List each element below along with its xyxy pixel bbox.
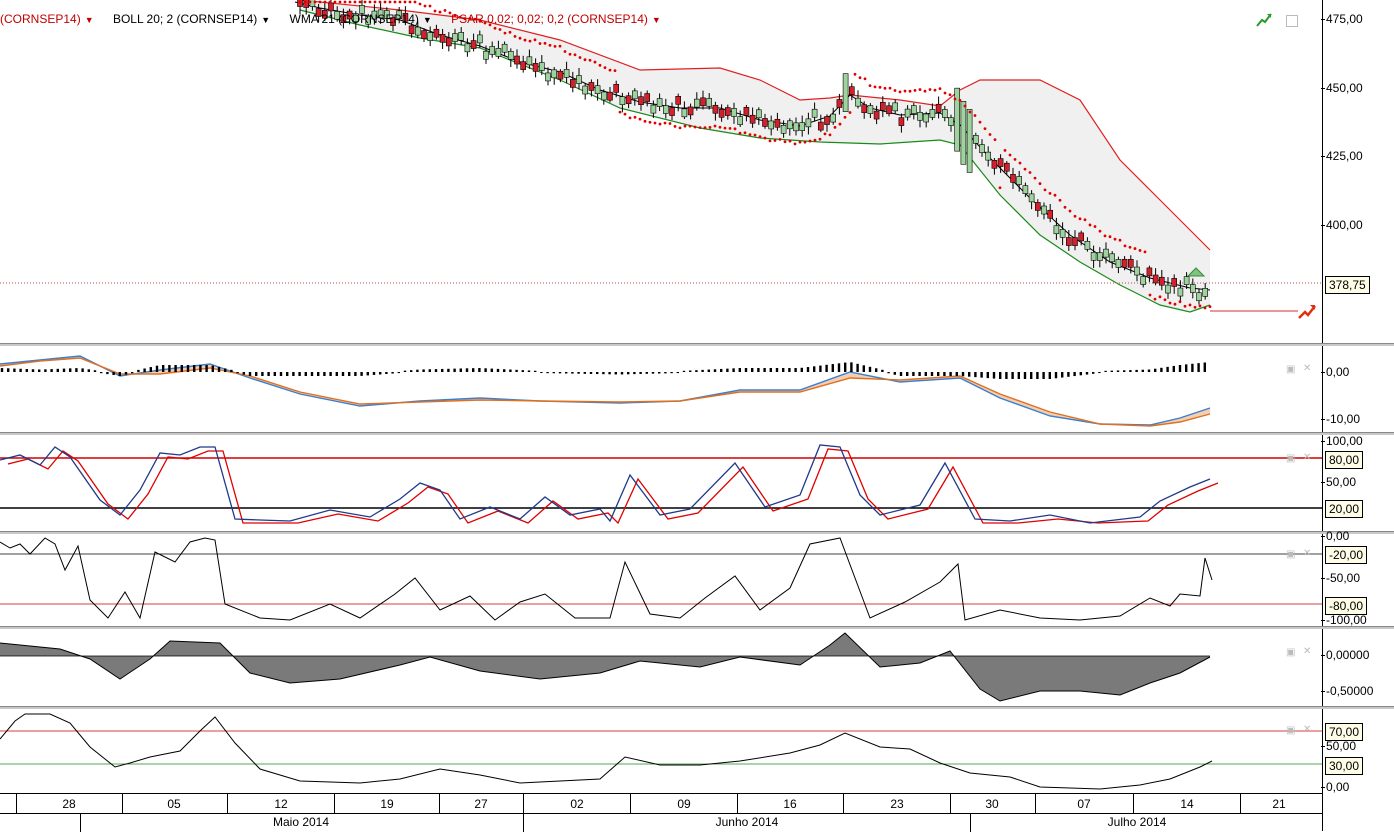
rsi-level-badge: 30,00	[1325, 757, 1364, 775]
alert-icon[interactable]	[1298, 302, 1316, 320]
macd-axis	[1322, 346, 1394, 432]
month-label: Junho 2014	[715, 815, 779, 829]
price-tick: 450,00	[1321, 81, 1363, 95]
pane-divider[interactable]	[0, 432, 1394, 435]
stoch-level-badge: 80,00	[1325, 451, 1364, 469]
date-label: 21	[1272, 797, 1286, 811]
osc-tick: 0,00000	[1320, 648, 1370, 662]
oscillator-axis	[1322, 629, 1394, 706]
month-label: Maio 2014	[272, 815, 330, 829]
date-label: 27	[474, 797, 488, 811]
stoch-tick: 100,00	[1321, 434, 1363, 448]
restore-icon[interactable]: ▣	[1286, 549, 1296, 560]
stochastic-chart	[0, 444, 1322, 525]
stoch-level-badge: 20,00	[1325, 500, 1364, 518]
dropdown-caret-icon[interactable]: ▼	[422, 15, 432, 25]
close-icon[interactable]: ✕	[1303, 452, 1312, 463]
pane-divider[interactable]	[0, 706, 1394, 709]
date-axis: 28 05 12 19 27 02 09 16 23 30 07 14 21	[0, 793, 1322, 814]
price-tick: 425,00	[1321, 149, 1363, 163]
dropdown-caret-icon[interactable]: ▼	[261, 15, 271, 25]
close-icon[interactable]: ✕	[1303, 646, 1312, 657]
williams-tick: -50,00	[1320, 571, 1361, 585]
price-tick: 475,00	[1321, 12, 1363, 26]
oscillator-pane[interactable]: ▣ ✕	[0, 629, 1322, 706]
legend-item-psar[interactable]: PSAR 0,02; 0,02; 0,2 (CORNSEP14) ▼	[451, 12, 661, 26]
williams-level-badge: -20,00	[1325, 546, 1368, 564]
date-label: 12	[274, 797, 288, 811]
legend-item-wma[interactable]: WMA 21 (CORNSEP14) ▼	[289, 12, 432, 26]
close-icon[interactable]: ✕	[1303, 724, 1312, 735]
williams-tick: 0,00	[1320, 529, 1350, 543]
restore-icon[interactable]: ▣	[1286, 364, 1296, 375]
date-label: 05	[167, 797, 181, 811]
legend-item-boll[interactable]: BOLL 20; 2 (CORNSEP14) ▼	[112, 12, 271, 26]
price-chart-pane[interactable]: (CORNSEP14) ▼ BOLL 20; 2 (CORNSEP14) ▼ WMA…	[0, 0, 1322, 343]
rsi-tick: 0,00	[1320, 780, 1350, 794]
williams-chart	[0, 537, 1322, 621]
date-label: 16	[783, 797, 797, 811]
williams-pane[interactable]: ▣ ✕	[0, 534, 1322, 626]
macd-tick: 0,00	[1320, 365, 1350, 379]
chart-legend: (CORNSEP14) ▼ BOLL 20; 2 (CORNSEP14) ▼ WMA…	[0, 12, 677, 28]
month-label: Julho 2014	[1107, 815, 1167, 829]
date-label: 19	[380, 797, 394, 811]
date-label: 09	[677, 797, 691, 811]
last-price-badge: 378,75	[1325, 276, 1370, 294]
axis-corner	[1322, 793, 1394, 831]
restore-icon[interactable]	[1286, 15, 1298, 27]
rsi-level-badge: 70,00	[1325, 723, 1364, 741]
macd-tick: -10,00	[1320, 412, 1361, 426]
pane-divider[interactable]	[0, 531, 1394, 534]
dropdown-caret-icon[interactable]: ▼	[84, 15, 94, 25]
stoch-tick: 50,00	[1320, 475, 1357, 489]
pane-divider[interactable]	[0, 626, 1394, 629]
williams-tick: -100,00	[1321, 613, 1367, 627]
restore-icon[interactable]: ▣	[1286, 725, 1296, 736]
oscillator-chart	[0, 632, 1211, 702]
date-label: 02	[570, 797, 584, 811]
stochastic-pane[interactable]: ▣ ✕	[0, 435, 1322, 531]
price-tick: 400,00	[1321, 218, 1363, 232]
restore-icon[interactable]: ▣	[1286, 453, 1296, 464]
macd-chart	[0, 355, 1211, 427]
close-icon[interactable]: ✕	[1303, 363, 1312, 374]
trend-up-icon[interactable]	[1256, 12, 1272, 28]
rsi-chart	[0, 713, 1322, 790]
rsi-tick: 50,00	[1320, 739, 1357, 753]
close-icon[interactable]: ✕	[1303, 548, 1312, 559]
price-chart	[0, 0, 1322, 313]
macd-pane[interactable]: ▣ ✕	[0, 346, 1322, 432]
legend-item-symbol[interactable]: (CORNSEP14) ▼	[0, 12, 94, 26]
date-label: 07	[1077, 797, 1091, 811]
rsi-pane[interactable]: ▣ ✕	[0, 709, 1322, 793]
restore-icon[interactable]: ▣	[1286, 647, 1296, 658]
osc-tick: -0,50000	[1320, 684, 1374, 698]
date-label: 14	[1180, 797, 1194, 811]
date-label: 30	[985, 797, 999, 811]
williams-level-badge: -80,00	[1325, 597, 1368, 615]
date-label: 23	[890, 797, 904, 811]
date-label: 28	[62, 797, 76, 811]
dropdown-caret-icon[interactable]: ▼	[651, 15, 661, 25]
pane-divider[interactable]	[0, 343, 1394, 346]
month-axis: Maio 2014 Junho 2014 Julho 2014	[0, 813, 1322, 832]
